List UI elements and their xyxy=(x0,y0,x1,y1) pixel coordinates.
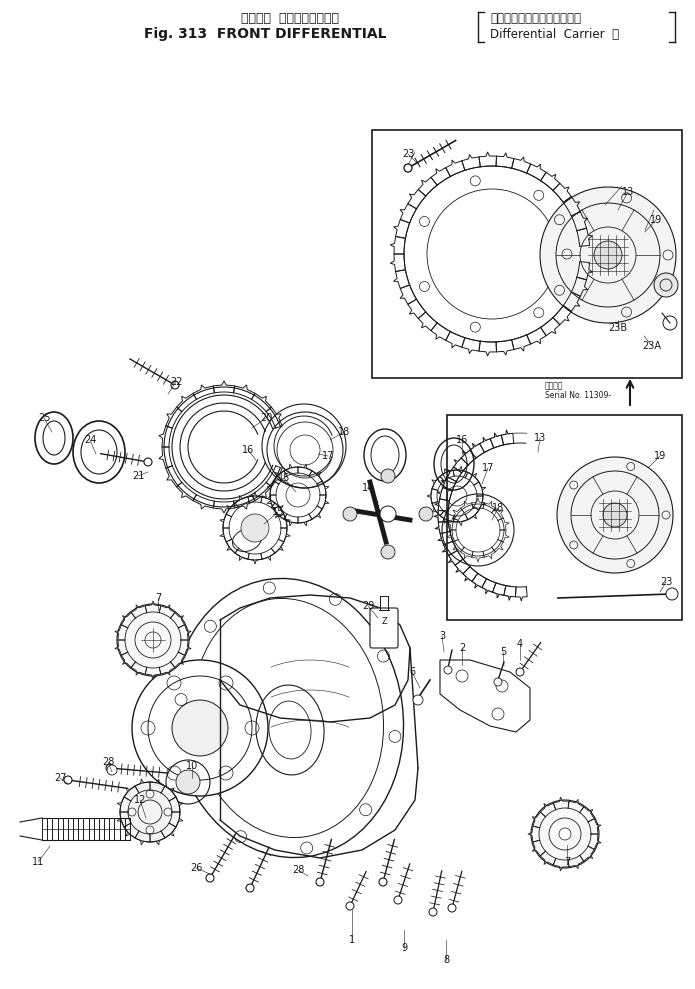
Circle shape xyxy=(663,316,677,330)
Text: 26: 26 xyxy=(190,863,202,873)
Circle shape xyxy=(429,908,437,916)
Text: 5: 5 xyxy=(500,647,506,657)
Text: 9: 9 xyxy=(401,943,407,953)
Text: 17: 17 xyxy=(322,451,334,461)
FancyBboxPatch shape xyxy=(370,608,398,648)
Text: 21: 21 xyxy=(132,471,144,481)
Text: 15: 15 xyxy=(278,473,291,483)
Circle shape xyxy=(494,678,502,686)
Text: 28: 28 xyxy=(292,865,304,875)
Text: 23: 23 xyxy=(402,149,414,159)
Text: Serial No. 11309-: Serial No. 11309- xyxy=(545,392,611,401)
Text: 2: 2 xyxy=(459,643,465,653)
Text: Z: Z xyxy=(381,617,387,626)
Text: （デファレンシャルキャリア: （デファレンシャルキャリア xyxy=(490,12,581,25)
Text: 10: 10 xyxy=(186,761,198,771)
Text: 23B: 23B xyxy=(608,323,628,333)
Circle shape xyxy=(419,507,433,521)
Circle shape xyxy=(444,666,452,674)
Circle shape xyxy=(559,828,571,840)
Text: 6: 6 xyxy=(409,667,415,677)
Text: 18: 18 xyxy=(338,427,350,437)
Text: 19: 19 xyxy=(650,215,662,225)
Text: 20: 20 xyxy=(260,413,272,423)
Circle shape xyxy=(380,506,396,522)
Circle shape xyxy=(540,187,676,323)
Circle shape xyxy=(516,668,524,676)
Text: 18: 18 xyxy=(492,503,504,513)
Text: 27: 27 xyxy=(54,773,66,783)
Text: Differential  Carrier  ）: Differential Carrier ） xyxy=(490,28,619,41)
Text: 17: 17 xyxy=(482,463,494,473)
Circle shape xyxy=(557,457,673,573)
Text: フロント  デファレンシャル: フロント デファレンシャル xyxy=(241,12,339,25)
Text: 7: 7 xyxy=(155,593,161,603)
Text: 24: 24 xyxy=(84,435,96,445)
Circle shape xyxy=(171,381,179,389)
Text: 22: 22 xyxy=(170,377,182,387)
Circle shape xyxy=(117,604,189,676)
Circle shape xyxy=(241,514,269,542)
Circle shape xyxy=(120,782,180,842)
Text: 11: 11 xyxy=(32,857,44,867)
Text: 28: 28 xyxy=(101,757,114,767)
Text: 25: 25 xyxy=(38,413,50,423)
Circle shape xyxy=(666,588,678,600)
Ellipse shape xyxy=(172,579,404,857)
Circle shape xyxy=(132,660,268,796)
Text: 23: 23 xyxy=(660,577,672,587)
Text: 3: 3 xyxy=(439,631,445,641)
Circle shape xyxy=(531,800,599,868)
Circle shape xyxy=(594,241,622,269)
Text: 19: 19 xyxy=(654,451,666,461)
Circle shape xyxy=(654,273,678,297)
Text: 8: 8 xyxy=(443,955,449,965)
Circle shape xyxy=(172,700,228,756)
Text: 7: 7 xyxy=(564,857,570,867)
Circle shape xyxy=(603,503,627,527)
Bar xyxy=(372,130,682,378)
Text: 12: 12 xyxy=(134,795,146,805)
Circle shape xyxy=(206,874,214,882)
Circle shape xyxy=(448,904,456,912)
Circle shape xyxy=(413,695,423,705)
Circle shape xyxy=(145,632,161,648)
Circle shape xyxy=(343,507,357,521)
Text: 適用号等: 適用号等 xyxy=(545,382,564,391)
Text: 15: 15 xyxy=(272,507,284,517)
Circle shape xyxy=(379,878,387,886)
Text: 13: 13 xyxy=(534,433,546,443)
Circle shape xyxy=(316,878,324,886)
Circle shape xyxy=(144,458,152,466)
Text: 4: 4 xyxy=(517,639,523,649)
Circle shape xyxy=(176,770,200,794)
Text: 29: 29 xyxy=(362,601,374,611)
Circle shape xyxy=(107,765,117,775)
Circle shape xyxy=(381,545,395,559)
Bar xyxy=(447,415,682,620)
Circle shape xyxy=(64,776,72,784)
Text: 13: 13 xyxy=(622,187,634,197)
Circle shape xyxy=(106,764,114,772)
Text: 1: 1 xyxy=(349,935,355,945)
Circle shape xyxy=(381,469,395,483)
Circle shape xyxy=(346,902,354,910)
Circle shape xyxy=(394,896,402,904)
Polygon shape xyxy=(440,660,530,732)
Text: 23A: 23A xyxy=(642,341,662,351)
Circle shape xyxy=(404,164,412,172)
Text: 14: 14 xyxy=(362,483,374,493)
Text: 16: 16 xyxy=(456,435,468,445)
Text: Fig. 313  FRONT DIFFERENTIAL: Fig. 313 FRONT DIFFERENTIAL xyxy=(144,27,386,41)
Circle shape xyxy=(246,884,254,892)
Text: 16: 16 xyxy=(242,445,254,455)
